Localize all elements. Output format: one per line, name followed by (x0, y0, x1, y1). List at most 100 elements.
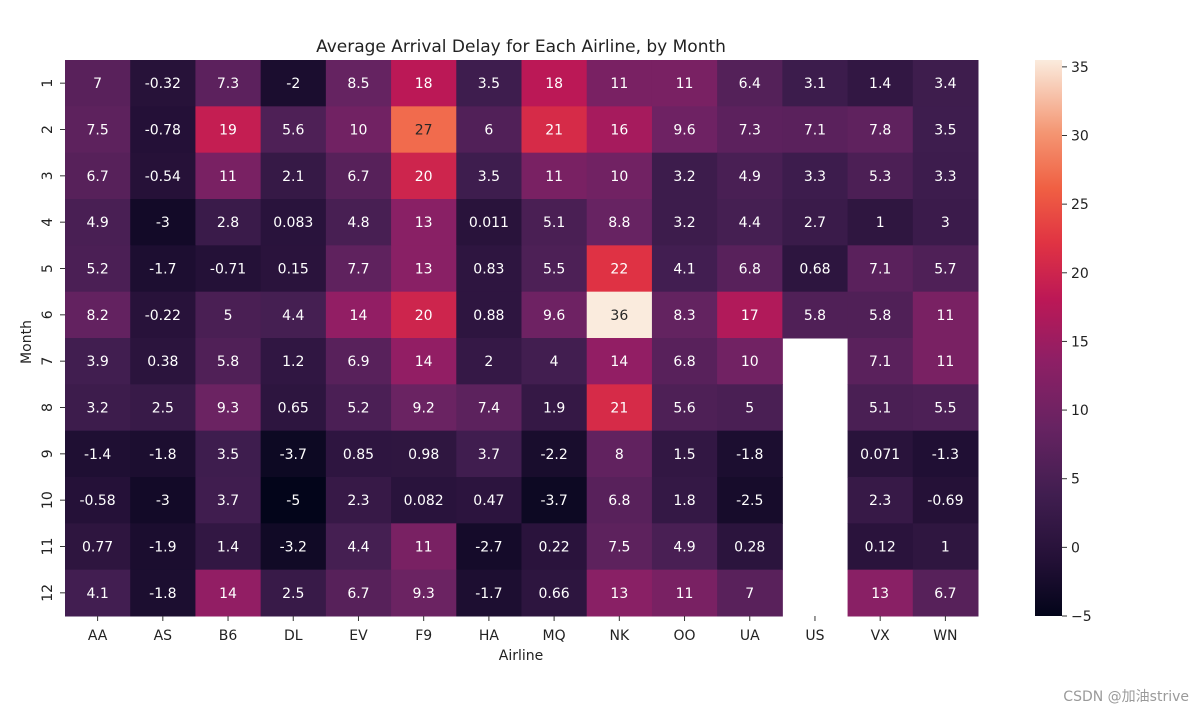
heatmap-cell (912, 430, 979, 478)
heatmap-cell (65, 199, 131, 246)
cell-label: -0.58 (79, 493, 115, 509)
heatmap-cell (325, 384, 392, 432)
heatmap-cell (325, 106, 392, 154)
cell-label: -5 (286, 493, 300, 509)
heatmap-cell (391, 569, 457, 617)
heatmap-cell (651, 245, 718, 293)
heatmap-cell (847, 477, 914, 524)
cell-label: 8 (615, 447, 624, 463)
heatmap-cell (456, 199, 522, 246)
cell-label: 3.5 (478, 169, 500, 185)
heatmap-cell (782, 152, 849, 200)
cell-label: 6.7 (347, 586, 369, 602)
cell-label: 0.85 (343, 447, 374, 463)
cell-label: 2.3 (347, 493, 369, 509)
heatmap-cell (586, 291, 653, 339)
heatmap-cell (717, 291, 783, 339)
cell-label: 4.4 (282, 308, 304, 324)
cell-label: 6.7 (86, 169, 108, 185)
heatmap-cell (782, 60, 849, 107)
cell-label: -1.7 (475, 586, 502, 602)
y-tick-label: 4 (40, 218, 56, 227)
cell-label: 4.9 (673, 540, 695, 556)
cell-label: 21 (610, 401, 628, 417)
cell-label: 5 (224, 308, 233, 324)
cell-label: 0.98 (408, 447, 439, 463)
heatmap-cell (521, 106, 588, 154)
heatmap-cell (651, 430, 718, 478)
heatmap-cell (717, 245, 783, 293)
cell-label: -0.22 (145, 308, 181, 324)
cell-label: 7.5 (86, 123, 108, 139)
cell-label: 3.7 (217, 493, 239, 509)
cell-label: 7.1 (869, 262, 891, 278)
heatmap-cell (717, 430, 783, 478)
cell-label: 14 (415, 354, 433, 370)
cell-label: 8.2 (86, 308, 108, 324)
cell-label: 0.38 (147, 354, 178, 370)
cell-label: 3.2 (673, 215, 695, 231)
heatmap-cell (391, 199, 457, 246)
x-tick-label: AS (154, 628, 173, 644)
y-tick-label: 12 (40, 584, 56, 602)
x-tick-label: VX (871, 628, 891, 644)
heatmap-cell (912, 523, 979, 571)
cell-label: 14 (610, 354, 628, 370)
cell-label: -1.3 (932, 447, 959, 463)
x-tick-label: WN (933, 628, 957, 644)
x-tick-label: UA (740, 628, 760, 644)
cell-label: 8.3 (673, 308, 695, 324)
cell-label: 7.1 (869, 354, 891, 370)
heatmap-cell (260, 106, 327, 154)
cell-label: 8.8 (608, 215, 630, 231)
cell-label: 6.8 (608, 493, 630, 509)
heatmap-cell (260, 245, 327, 293)
cell-label: 6 (484, 123, 493, 139)
cell-label: 3.1 (804, 76, 826, 92)
heatmap-cell (847, 291, 914, 339)
heatmap-cell (456, 430, 522, 478)
heatmap-cell (195, 106, 262, 154)
heatmap-cell (521, 384, 588, 432)
heatmap-cell (521, 477, 588, 524)
heatmap-cell (391, 152, 457, 200)
cell-label: -3 (156, 493, 170, 509)
heatmap-cell (325, 430, 392, 478)
cell-label: 3.9 (86, 354, 108, 370)
heatmap-cell (325, 291, 392, 339)
cell-label: 0.15 (278, 262, 309, 278)
heatmap-cell (782, 245, 849, 293)
cell-label: 5.5 (543, 262, 565, 278)
cell-label: 4.8 (347, 215, 369, 231)
cell-label: -3.2 (280, 540, 307, 556)
cell-label: 9.6 (673, 123, 695, 139)
cell-label: 11 (936, 308, 954, 324)
heatmap-cell (912, 291, 979, 339)
cell-label: 1.4 (217, 540, 239, 556)
y-tick-label: 10 (40, 491, 56, 509)
cell-label: 10 (610, 169, 628, 185)
heatmap-cell (130, 152, 196, 200)
cell-label: 5.2 (347, 401, 369, 417)
cell-label: 3.4 (934, 76, 956, 92)
heatmap-cell (847, 338, 914, 385)
heatmap-cell (65, 477, 131, 524)
cell-label: 7.1 (804, 123, 826, 139)
heatmap-cell (586, 569, 653, 617)
heatmap-cell (847, 245, 914, 293)
heatmap-cell (847, 152, 914, 200)
cell-label: 0.68 (799, 262, 830, 278)
cell-label: 14 (219, 586, 237, 602)
colorbar-tick-label: 25 (1071, 197, 1089, 213)
heatmap-cell (586, 430, 653, 478)
cell-label: 11 (936, 354, 954, 370)
x-tick-label: B6 (219, 628, 238, 644)
cell-label: 20 (415, 169, 433, 185)
heatmap-cell (195, 152, 262, 200)
colorbar-tick-label: 20 (1071, 266, 1089, 282)
heatmap-cell (847, 106, 914, 154)
cell-label: 3 (941, 215, 950, 231)
cell-label: 3.2 (673, 169, 695, 185)
cell-label: 11 (610, 76, 628, 92)
cell-label: 5.8 (804, 308, 826, 324)
